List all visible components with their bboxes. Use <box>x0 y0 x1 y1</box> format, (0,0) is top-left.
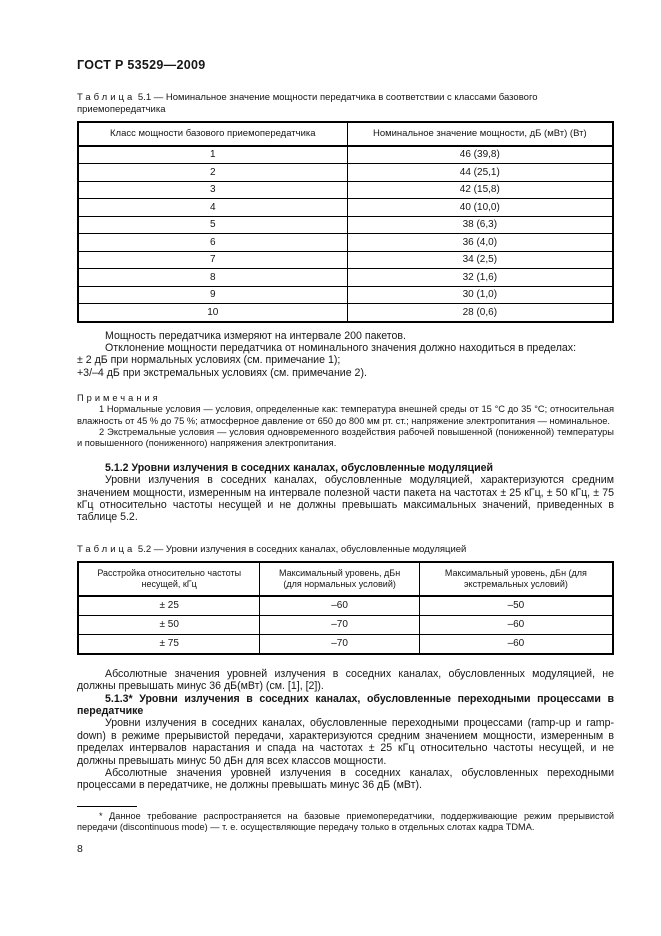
notes-block: Примечания 1 Нормальные условия — услови… <box>77 393 614 450</box>
cell-class: 7 <box>77 250 348 269</box>
cell-power: 34 (2,5) <box>346 250 614 269</box>
cell-class: 5 <box>77 215 348 234</box>
paragraph: Абсолютные значения уровней излучения в … <box>77 667 614 693</box>
table-5-2: Расстройка относительно частоты несущей,… <box>77 560 614 655</box>
cell-class: 4 <box>77 198 348 217</box>
paragraph: +3/–4 дБ при экстремальных условиях (см.… <box>77 366 367 379</box>
column-header: Номинальное значение мощности, дБ (мВт) … <box>346 121 614 147</box>
table-row: 8 32 (1,6) <box>77 268 614 287</box>
page-number: 8 <box>77 843 83 856</box>
table-row: ± 75 –70 –60 <box>77 633 614 655</box>
note-2: 2 Экстремальные условия — условия одновр… <box>77 426 614 449</box>
table-5-1: Класс мощности базового приемопередатчик… <box>77 121 614 323</box>
table-row: 3 42 (15,8) <box>77 180 614 199</box>
cell-class: 3 <box>77 180 348 199</box>
cell-power: 30 (1,0) <box>346 285 614 304</box>
cell-level-extreme: –60 <box>418 614 614 635</box>
cell-class: 10 <box>77 303 348 322</box>
table-row: 4 40 (10,0) <box>77 198 614 217</box>
table-row: ± 50 –70 –60 <box>77 614 614 635</box>
page-content: ГОСТ Р 53529—2009 Таблица 5.1 — Номиналь… <box>77 0 614 855</box>
paragraph-block-1: Мощность передатчика измеряют на интерва… <box>77 330 614 380</box>
table-5-2-header-row: Расстройка относительно частоты несущей,… <box>77 561 614 597</box>
paragraph: Отклонение мощности передатчика от номин… <box>105 341 577 354</box>
cell-level-extreme: –50 <box>418 595 614 616</box>
column-header: Класс мощности базового приемопередатчик… <box>77 121 348 147</box>
cell-power: 42 (15,8) <box>346 180 614 199</box>
cell-offset: ± 25 <box>77 595 261 616</box>
table-5-1-caption-number: 5.1 <box>137 92 152 103</box>
cell-class: 1 <box>77 145 348 164</box>
section-5-1-3-heading: 5.1.3* Уровни излучения в соседних канал… <box>77 692 614 717</box>
section-5-1-2-body: Уровни излучения в соседних каналах, обу… <box>77 474 614 524</box>
paragraph: Абсолютные значения уровней излучения в … <box>77 767 614 792</box>
table-row: 5 38 (6,3) <box>77 215 614 234</box>
cell-power: 40 (10,0) <box>346 198 614 217</box>
cell-power: 38 (6,3) <box>346 215 614 234</box>
note-1: 1 Нормальные условия — условия, определе… <box>77 404 614 426</box>
table-5-1-caption: Таблица 5.1 — Номинальное значение мощно… <box>77 92 614 116</box>
section-5-1-2-heading: 5.1.2 Уровни излучения в соседних канала… <box>105 461 493 474</box>
cell-power: 44 (25,1) <box>346 163 614 182</box>
table-5-1-caption-text: — Номинальное значение мощности передатч… <box>77 92 538 115</box>
table-5-1-header-row: Класс мощности базового приемопередатчик… <box>77 121 614 147</box>
cell-offset: ± 75 <box>77 633 261 655</box>
cell-level-normal: –70 <box>259 614 420 635</box>
table-row: 1 46 (39,8) <box>77 145 614 164</box>
table-row: 2 44 (25,1) <box>77 163 614 182</box>
cell-level-extreme: –60 <box>418 633 614 655</box>
section-5-1-3-body: Уровни излучения в соседних каналах, обу… <box>77 717 614 767</box>
cell-power: 46 (39,8) <box>346 145 614 164</box>
paragraph: ± 2 дБ при нормальных условиях (см. прим… <box>77 354 341 367</box>
cell-class: 6 <box>77 233 348 252</box>
table-row: 7 34 (2,5) <box>77 250 614 269</box>
notes-label: Примечания <box>77 393 161 404</box>
cell-class: 2 <box>77 163 348 182</box>
column-header: Максимальный уровень, дБн (для нормальны… <box>259 561 420 597</box>
table-row: ± 25 –60 –50 <box>77 595 614 616</box>
table-row: 9 30 (1,0) <box>77 285 614 304</box>
cell-class: 8 <box>77 268 348 287</box>
cell-offset: ± 50 <box>77 614 261 635</box>
cell-power: 32 (1,6) <box>346 268 614 287</box>
cell-level-normal: –60 <box>259 595 420 616</box>
document-header: ГОСТ Р 53529—2009 <box>77 58 206 72</box>
column-header: Максимальный уровень, дБн (для экстремал… <box>418 561 614 597</box>
cell-power: 36 (4,0) <box>346 233 614 252</box>
table-5-1-caption-label: Таблица <box>77 92 136 103</box>
footnote-divider <box>77 805 137 807</box>
table-5-2-caption: Таблица 5.2 — Уровни излучения в соседни… <box>77 544 614 556</box>
paragraph-block-2: Абсолютные значения уровней излучения в … <box>77 668 614 792</box>
table-5-2-caption-label: Таблица <box>77 543 136 555</box>
column-header: Расстройка относительно частоты несущей,… <box>77 561 261 597</box>
table-row: 10 28 (0,6) <box>77 303 614 322</box>
table-5-2-caption-number: 5.2 <box>137 543 152 555</box>
paragraph: Мощность передатчика измеряют на интерва… <box>105 329 407 342</box>
table-row: 6 36 (4,0) <box>77 233 614 252</box>
cell-class: 9 <box>77 285 348 304</box>
cell-level-normal: –70 <box>259 633 420 655</box>
cell-power: 28 (0,6) <box>346 303 614 322</box>
footnote-text: * Данное требование распространяется на … <box>77 810 614 833</box>
table-5-2-caption-text: — Уровни излучения в соседних каналах, о… <box>153 543 467 555</box>
